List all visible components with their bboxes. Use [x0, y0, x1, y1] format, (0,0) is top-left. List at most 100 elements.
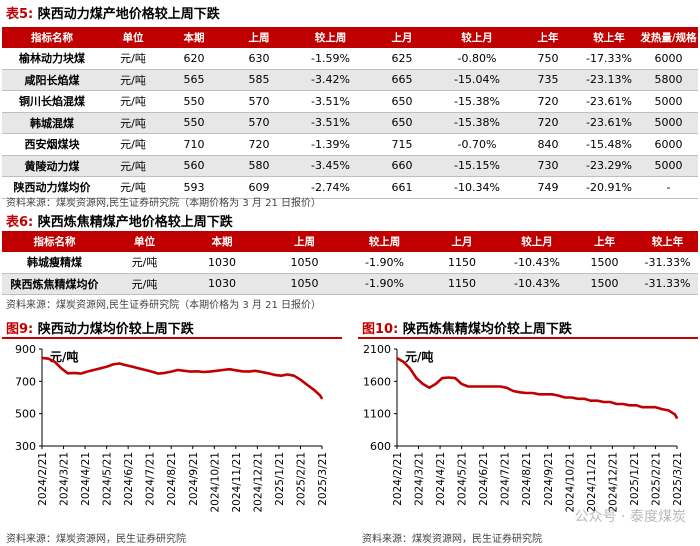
table-cell: 5800 [639, 69, 698, 91]
table-cell: 6000 [639, 133, 698, 156]
data-point [493, 385, 495, 388]
table6-source: 资料来源：煤炭资源网,民生证券研究院（本期价格为 3 月 21 日报价） [6, 300, 321, 311]
data-point [538, 393, 540, 396]
data-point [609, 401, 611, 403]
table-row: 黄陵动力煤 元/吨 560 580 -3.45% 660 -15.15% 730 -23.29%… [2, 155, 698, 177]
data-point [260, 371, 263, 373]
table6-header-cell: 单位 [107, 231, 182, 252]
table-row: 韩城混煤 元/吨 550 570 -3.51% 650 -15.38% 720 -23.61% 5… [2, 112, 698, 134]
table-cell: 560 [164, 155, 224, 177]
table5-header-cell: 单位 [102, 27, 164, 48]
data-point [570, 396, 573, 399]
table5-source: 资料来源：煤炭资源网,民生证券研究院（本期价格为 3 月 21 日报价） [6, 198, 321, 209]
x-tick-label: 2024/11/21 [586, 452, 598, 513]
chart10-title-rule [358, 337, 698, 339]
data-point [441, 377, 443, 379]
x-tick-label: 2024/10/21 [209, 452, 221, 513]
table-cell: -31.33% [637, 273, 698, 295]
chart10-title-number: 图10: [362, 322, 399, 337]
table6: 指标名称 单位 本期 上周 较上周 上月 较上月 上年 较上年 韩城瘦精煤 元/吨 1030 1050… [2, 231, 698, 295]
row-name-cell: 咸阳长焰煤 [2, 69, 102, 91]
table5-header-cell: 上周 [224, 27, 294, 48]
data-point [67, 372, 69, 375]
data-point [622, 403, 624, 405]
y-tick-label: 1100 [363, 408, 391, 421]
data-point [615, 403, 618, 405]
table-cell: -10.43% [502, 252, 572, 274]
table-cell: -10.34% [437, 176, 517, 199]
table-cell: 550 [164, 112, 224, 134]
y-tick-label: 700 [15, 375, 36, 388]
chart10-title: 图10: 陕西炼焦精煤均价较上周下跌 [362, 318, 572, 337]
data-point [648, 406, 650, 408]
data-point [215, 370, 218, 372]
table5-title-number: 表5: [6, 7, 34, 22]
chart10-source: 资料来源：煤炭资源网，民生证券研究院 [362, 534, 542, 545]
table-cell: 550 [164, 90, 224, 113]
data-point [583, 398, 586, 400]
chart9-svg: 300 500 700 900 元/吨 2024/2/21 2024/3/21 2024/4/… [15, 343, 329, 513]
table-row: 西安烟煤块 元/吨 710 720 -1.39% 715 -0.70% 840 -15.48% 6… [2, 133, 698, 156]
table6-title-number: 表6: [6, 215, 34, 230]
data-point [319, 394, 321, 396]
data-point [209, 370, 211, 373]
table-cell: 665 [367, 69, 437, 91]
table-cell: -15.04% [437, 69, 517, 91]
y-tick-label: 900 [15, 343, 36, 356]
table6-header-cell: 本期 [182, 231, 262, 252]
table5: 指标名称 单位 本期 上周 较上周 上月 较上月 上年 较上年 发热量/规格 榆林动力块煤 元/吨 6… [2, 27, 698, 199]
data-point [293, 374, 295, 377]
table-cell: -31.33% [637, 252, 698, 274]
table-cell: 710 [164, 133, 224, 156]
data-point [525, 392, 527, 394]
x-tick-label: 2024/11/21 [231, 452, 243, 513]
table6-header-cell: 上年 [572, 231, 637, 252]
x-tick-label: 2024/8/21 [166, 452, 178, 506]
data-point [596, 399, 599, 402]
table-cell: -3.51% [294, 112, 367, 134]
table-cell: 570 [224, 90, 294, 113]
data-point [73, 372, 76, 374]
data-point [112, 363, 114, 366]
table-cell: -23.13% [579, 69, 639, 91]
table-cell: -1.59% [294, 48, 367, 70]
table-cell: -1.90% [347, 252, 422, 274]
table5-title: 表5: 陕西动力煤产地价格较上周下跌 [6, 3, 220, 22]
table-cell: 650 [367, 90, 437, 113]
data-point [176, 369, 179, 371]
table-cell: 585 [224, 69, 294, 91]
table-cell: -15.15% [437, 155, 517, 177]
data-point [164, 372, 166, 374]
chart9-title: 图9: 陕西动力煤均价较上周下跌 [6, 318, 194, 337]
data-point [460, 383, 463, 385]
data-point [41, 357, 43, 359]
data-point [254, 370, 256, 372]
table-cell: -23.61% [579, 90, 639, 113]
x-tick-label: 2025/3/21 [317, 452, 329, 506]
data-point [60, 367, 63, 370]
table6-header-row: 指标名称 单位 本期 上周 较上周 上月 较上月 上年 较上年 [2, 231, 698, 252]
data-point [157, 372, 160, 375]
data-point [92, 369, 95, 371]
table5-header-cell: 本期 [164, 27, 224, 48]
table-cell: 元/吨 [107, 273, 182, 295]
table-cell: -3.51% [294, 90, 367, 113]
x-tick-label: 2024/2/21 [37, 452, 49, 506]
table-cell: 650 [367, 112, 437, 134]
table-cell: 630 [224, 48, 294, 70]
table5-header-cell: 较上年 [579, 27, 639, 48]
data-point [170, 370, 172, 373]
table-cell: 1050 [262, 252, 347, 274]
chart9-source: 资料来源：煤炭资源网，民生证券研究院 [6, 534, 186, 545]
data-point [499, 385, 502, 388]
row-name-cell: 韩城瘦精煤 [2, 252, 107, 274]
table-cell: 元/吨 [102, 133, 164, 156]
table-cell: 720 [517, 112, 579, 134]
data-point [222, 369, 224, 371]
x-tick-label: 2024/12/21 [607, 452, 619, 513]
table-cell: 620 [164, 48, 224, 70]
data-point [86, 370, 88, 373]
x-tick-label: 2025/2/21 [650, 452, 662, 506]
data-point [590, 399, 592, 402]
data-point [467, 385, 469, 388]
